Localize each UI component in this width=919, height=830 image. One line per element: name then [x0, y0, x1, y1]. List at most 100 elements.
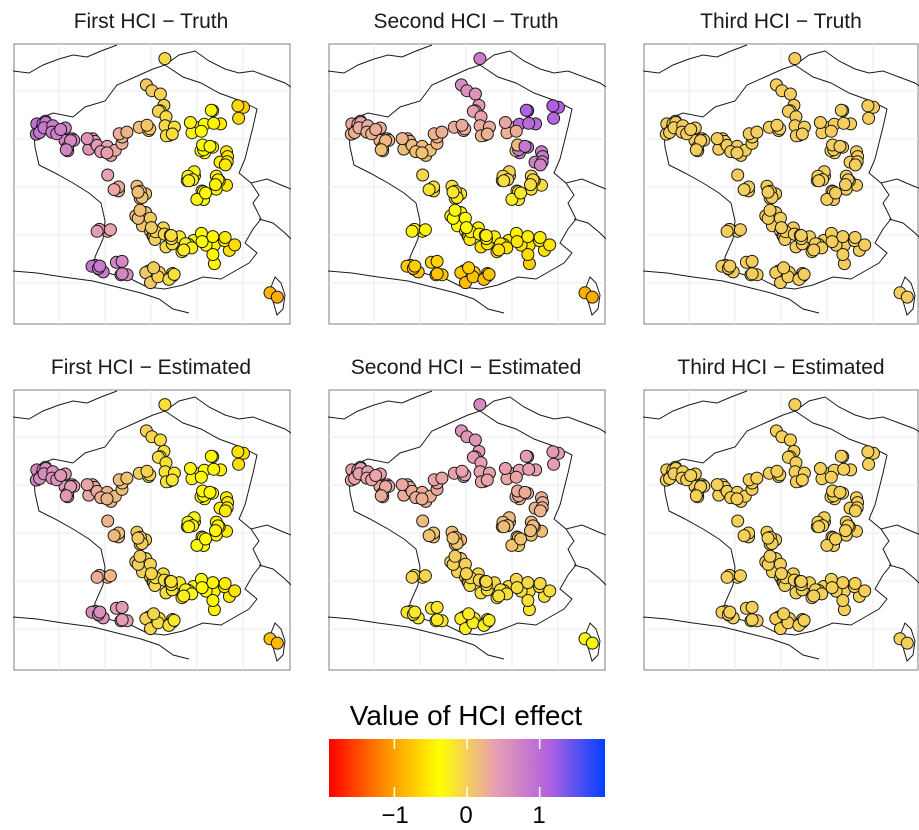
border-line — [13, 616, 190, 660]
border-line — [888, 218, 919, 238]
station-point — [492, 589, 506, 603]
station-point — [546, 99, 560, 113]
station-point — [468, 87, 482, 101]
station-point — [459, 567, 473, 581]
station-point — [90, 224, 104, 238]
station-point — [167, 613, 181, 627]
station-point — [435, 125, 449, 139]
station-point — [521, 248, 535, 261]
border-line — [250, 524, 291, 536]
station-point — [733, 569, 747, 583]
border-line — [868, 70, 919, 87]
stations — [659, 52, 914, 304]
station-point — [813, 462, 827, 475]
station-point — [422, 183, 436, 197]
station-point — [418, 223, 432, 237]
border-line — [880, 178, 919, 189]
station-point — [710, 132, 724, 146]
station-point — [120, 125, 134, 139]
map-plot — [13, 43, 291, 325]
station-point — [80, 132, 94, 146]
station-point — [543, 238, 557, 252]
station-point — [207, 116, 221, 130]
station-point — [103, 223, 117, 237]
station-point — [405, 224, 419, 238]
station-point — [165, 473, 179, 487]
station-point — [448, 203, 462, 217]
station-point — [510, 235, 524, 249]
station-point — [900, 636, 914, 650]
border-line — [479, 50, 555, 74]
map-plot — [328, 389, 606, 671]
station-point — [783, 433, 797, 447]
station-point — [203, 485, 217, 499]
station-point — [731, 514, 745, 528]
station-point — [209, 178, 222, 192]
station-point — [177, 243, 191, 257]
legend-title: Value of HCI effect — [349, 700, 583, 731]
station-point — [482, 267, 496, 281]
station-point — [505, 192, 519, 206]
station-point — [206, 576, 220, 590]
station-point — [834, 449, 848, 463]
station-point — [144, 567, 158, 581]
border-line — [553, 70, 606, 88]
station-point — [183, 116, 197, 129]
gridlines — [14, 44, 290, 324]
station-point — [848, 577, 862, 590]
station-point — [206, 594, 220, 607]
station-point — [153, 433, 167, 447]
station-point — [813, 116, 827, 129]
station-point — [824, 124, 838, 138]
station-point — [585, 636, 599, 650]
station-point — [750, 471, 764, 485]
stations — [659, 398, 914, 650]
station-point — [834, 103, 848, 117]
station-point — [829, 532, 843, 546]
station-point — [519, 103, 533, 117]
station-point — [833, 485, 847, 499]
station-point — [101, 514, 115, 528]
station-point — [131, 531, 145, 545]
station-point — [418, 569, 432, 583]
station-point — [455, 464, 469, 478]
station-point — [812, 174, 826, 188]
station-point — [737, 529, 751, 543]
station-point — [206, 230, 220, 244]
station-point — [120, 471, 134, 485]
station-point — [837, 116, 851, 130]
border-line — [573, 564, 606, 586]
station-point — [270, 290, 284, 304]
station-point — [107, 183, 121, 197]
station-point — [761, 531, 775, 545]
station-point — [807, 589, 821, 603]
station-point — [533, 577, 547, 590]
station-point — [509, 470, 523, 484]
station-point — [836, 230, 850, 244]
panel-title: Third HCI − Truth — [700, 10, 862, 33]
station-point — [820, 192, 834, 206]
border-line — [13, 270, 190, 314]
station-point — [408, 259, 422, 273]
station-point — [140, 118, 154, 132]
station-point — [207, 462, 221, 476]
station-point — [147, 607, 161, 621]
station-point — [820, 538, 834, 552]
station-point — [462, 607, 476, 621]
station-point — [795, 127, 809, 141]
station-point — [408, 605, 422, 619]
border-line — [565, 178, 606, 190]
station-point — [100, 492, 114, 506]
station-point — [524, 178, 537, 192]
stations — [344, 52, 599, 304]
station-point — [546, 445, 560, 459]
border-line — [250, 178, 291, 190]
station-point — [737, 183, 751, 197]
station-point — [509, 124, 523, 138]
station-point — [497, 174, 511, 188]
border-line — [13, 44, 118, 74]
station-point — [829, 186, 843, 200]
station-point — [684, 469, 698, 482]
colorbar-tick-label: 1 — [532, 802, 546, 829]
station-point — [54, 469, 68, 482]
